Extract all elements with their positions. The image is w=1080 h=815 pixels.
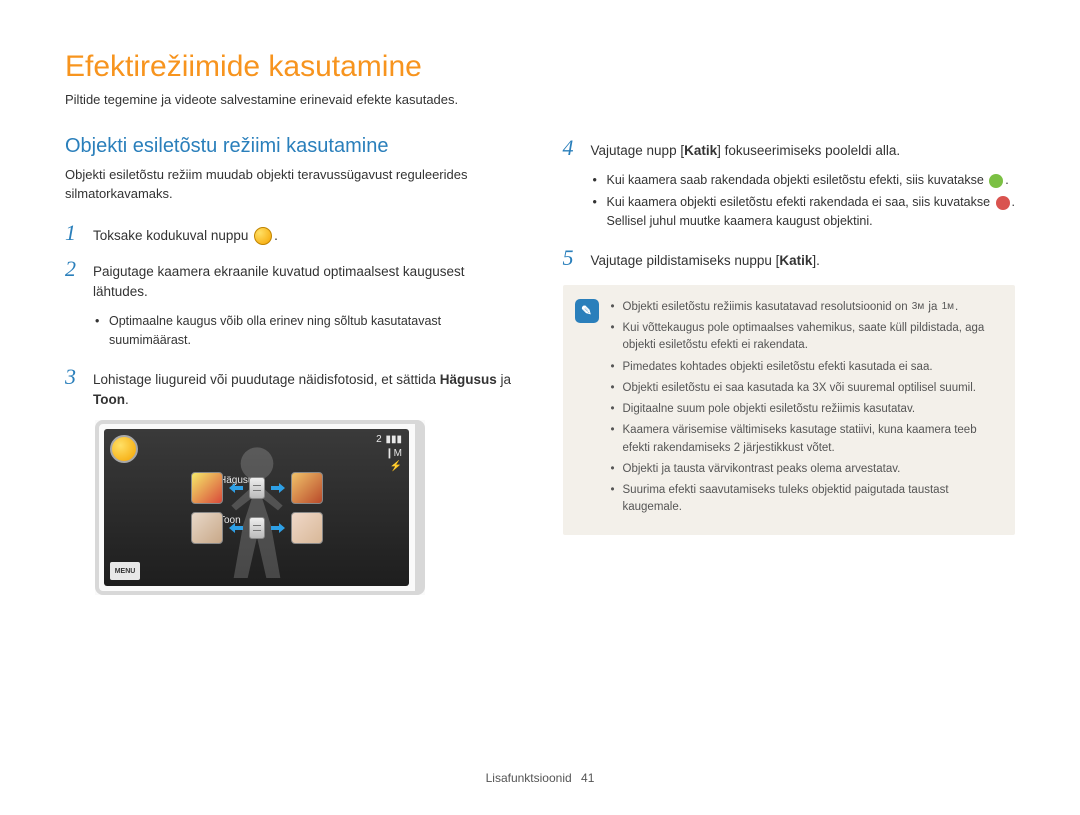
arrow-right-icon [271, 523, 285, 533]
step-1: 1 Toksake kodukuval nuppu . [65, 220, 518, 246]
thumb-plus [291, 512, 323, 544]
step-text: Lohistage liugureid või puudutage näidis… [93, 370, 518, 411]
step-number: 4 [563, 135, 581, 161]
arrow-left-icon [229, 523, 243, 533]
step-2: 2 Paigutage kaamera ekraanile kuvatud op… [65, 256, 518, 303]
thumb-minus [191, 472, 223, 504]
thumb-plus [291, 472, 323, 504]
page-title: Efektirežiimide kasutamine [65, 50, 1015, 84]
bullet-item: Kui kaamera objekti esiletõstu efekti ra… [593, 193, 1016, 231]
step-text: Vajutage nupp [Katik] fokuseerimiseks po… [591, 141, 901, 161]
flash-icon: ⚡ [390, 460, 402, 473]
note-item: Objekti esiletõstu režiimis kasutatavad … [611, 299, 1002, 316]
text-fragment: Lohistage liugureid või puudutage näidis… [93, 372, 440, 387]
slider-row-blur [191, 472, 323, 504]
battery-icon: ▮▮▮ [385, 433, 402, 446]
note-item: Suurima efekti saavutamiseks tuleks obje… [611, 482, 1002, 517]
step-5: 5 Vajutage pildistamiseks nuppu [Katik]. [563, 245, 1016, 271]
thumb-minus [191, 512, 223, 544]
status-count: 2 [376, 435, 382, 446]
camera-status-icons: 2 ▮▮▮ ❙M ⚡ [376, 433, 403, 472]
note-icon: ✎ [575, 299, 599, 323]
right-column: 4 Vajutage nupp [Katik] fokuseerimiseks … [563, 135, 1016, 595]
bold-fragment: Toon [93, 392, 125, 407]
step-text: Vajutage pildistamiseks nuppu [Katik]. [591, 251, 820, 271]
text-fragment: ja [925, 301, 940, 313]
text-fragment: Vajutage nupp [ [591, 143, 685, 158]
camera-screen: 2 ▮▮▮ ❙M ⚡ Hägusus Toon [104, 429, 409, 586]
bold-fragment: Hägusus [440, 372, 497, 387]
bullet-item: Optimaalne kaugus võib olla erinev ning … [95, 312, 518, 350]
bold-fragment: Katik [779, 253, 812, 268]
arrow-right-icon [271, 483, 285, 493]
footer-page-number: 41 [581, 771, 594, 785]
step-number: 2 [65, 256, 83, 282]
note-item: Objekti ja tausta värvikontrast peaks ol… [611, 461, 1002, 478]
page-subtitle: Piltide tegemine ja videote salvestamine… [65, 92, 1015, 107]
text-fragment: ] fokuseerimiseks pooleldi alla. [717, 143, 900, 158]
camera-controls [191, 472, 323, 544]
resolution-1m-icon: 1м [942, 299, 954, 314]
step-2-bullets: Optimaalne kaugus võib olla erinev ning … [95, 312, 518, 350]
text-fragment: ]. [812, 253, 820, 268]
fail-indicator-icon [996, 196, 1010, 210]
two-column-layout: Objekti esiletõstu režiimi kasutamine Ob… [65, 135, 1015, 595]
slider-handle [249, 517, 265, 539]
text-fragment: Kui kaamera saab rakendada objekti esile… [607, 173, 988, 187]
note-item: Pimedates kohtades objekti esiletõstu ef… [611, 359, 1002, 376]
arrow-left-icon [229, 483, 243, 493]
step-text: Toksake kodukuval nuppu . [93, 226, 278, 246]
camera-illustration: 2 ▮▮▮ ❙M ⚡ Hägusus Toon [95, 420, 425, 595]
step-text: Paigutage kaamera ekraanile kuvatud opti… [93, 262, 518, 303]
step-4: 4 Vajutage nupp [Katik] fokuseerimiseks … [563, 135, 1016, 161]
bold-fragment: Katik [684, 143, 717, 158]
step-number: 1 [65, 220, 83, 246]
section-heading: Objekti esiletõstu režiimi kasutamine [65, 135, 518, 158]
page-footer: Lisafunktsioonid 41 [0, 771, 1080, 785]
note-item: Kui võttekaugus pole optimaalses vahemik… [611, 320, 1002, 355]
text-fragment: . [955, 301, 958, 313]
step-3: 3 Lohistage liugureid või puudutage näid… [65, 364, 518, 411]
camera-menu-button: MENU [110, 562, 140, 580]
text-fragment: Vajutage pildistamiseks nuppu [ [591, 253, 780, 268]
mode-icon [254, 227, 272, 245]
note-list: Objekti esiletõstu režiimis kasutatavad … [611, 299, 1002, 521]
left-column: Objekti esiletõstu režiimi kasutamine Ob… [65, 135, 518, 595]
step-number: 3 [65, 364, 83, 390]
step-number: 5 [563, 245, 581, 271]
success-indicator-icon [989, 174, 1003, 188]
note-box: ✎ Objekti esiletõstu režiimis kasutatava… [563, 285, 1016, 535]
resolution-icon: ❙M [385, 447, 402, 460]
step-4-bullets: Kui kaamera saab rakendada objekti esile… [593, 171, 1016, 230]
mode-corner-icon [110, 435, 138, 463]
note-item: Objekti esiletõstu ei saa kasutada ka 3X… [611, 380, 1002, 397]
slider-row-tone [191, 512, 323, 544]
resolution-3m-icon: 3м [912, 299, 924, 314]
bullet-item: Kui kaamera saab rakendada objekti esile… [593, 171, 1016, 190]
section-intro: Objekti esiletõstu režiim muudab objekti… [65, 166, 518, 204]
note-item: Kaamera värisemise vältimiseks kasutage … [611, 422, 1002, 457]
text-fragment: Objekti esiletõstu režiimis kasutatavad … [623, 301, 911, 313]
text-fragment: ja [497, 372, 511, 387]
text-fragment: Kui kaamera objekti esiletõstu efekti ra… [607, 195, 994, 209]
step-text-fragment: Toksake kodukuval nuppu [93, 228, 252, 243]
text-fragment: . [125, 392, 129, 407]
slider-handle [249, 477, 265, 499]
note-item: Digitaalne suum pole objekti esiletõstu … [611, 401, 1002, 418]
footer-section: Lisafunktsioonid [486, 771, 572, 785]
